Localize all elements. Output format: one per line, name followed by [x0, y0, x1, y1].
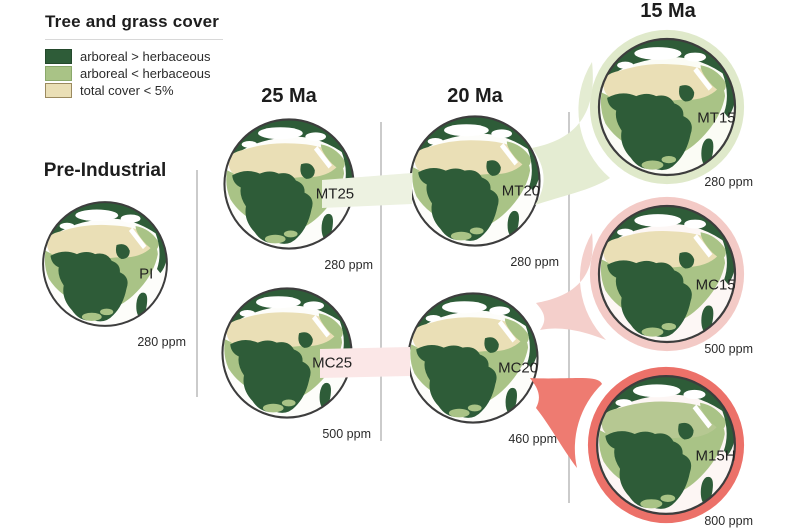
- column-divider-preindustrial-25ma: [196, 170, 198, 397]
- globe-rim: [42, 201, 168, 327]
- co2-label-mt15: 280 ppm: [704, 175, 753, 189]
- model-label-mt25: MT25: [315, 185, 355, 203]
- africa-globe-art: [223, 118, 355, 250]
- swatch-light-green: [45, 66, 72, 81]
- co2-label-mt25: 280 ppm: [324, 258, 373, 272]
- africa-globe-art: [409, 115, 541, 247]
- co2-label-pi: 280 ppm: [137, 335, 186, 349]
- africa-globe-art: [589, 196, 745, 352]
- legend-item-label: arboreal < herbaceous: [80, 66, 211, 81]
- globe-mt25: MT25 280 ppm: [215, 110, 373, 272]
- column-divider-25ma-20ma: [380, 122, 382, 441]
- legend-item-arboreal-lt-herbaceous: arboreal < herbaceous: [45, 65, 223, 82]
- co2-label-mc20: 460 ppm: [508, 432, 557, 446]
- model-label-mc20: MC20: [498, 359, 539, 377]
- co2-label-mc25: 500 ppm: [322, 427, 371, 441]
- globe-mt20: MT20 280 ppm: [401, 107, 559, 269]
- column-divider-20ma-15ma: [568, 112, 570, 503]
- legend-item-total-cover: total cover < 5%: [45, 82, 223, 99]
- legend-item-label: arboreal > herbaceous: [80, 49, 211, 64]
- africa-globe-art: [42, 201, 168, 327]
- model-label-m15h: M15H: [695, 447, 736, 465]
- co2-label-m15h: 800 ppm: [704, 514, 753, 528]
- model-label-mt15: MT15: [697, 109, 736, 127]
- globe-mc20: MC20 460 ppm: [399, 284, 557, 446]
- africa-globe-art: [587, 366, 745, 524]
- co2-label-mc15: 500 ppm: [704, 342, 753, 356]
- co2-label-mt20: 280 ppm: [510, 255, 559, 269]
- heading-20ma: 20 Ma: [447, 85, 503, 107]
- heading-25ma: 25 Ma: [261, 85, 317, 107]
- africa-globe-art: [221, 287, 353, 419]
- model-label-mt20: MT20: [501, 182, 541, 200]
- legend-item-label: total cover < 5%: [80, 83, 174, 98]
- model-label-mc25: MC25: [312, 354, 353, 372]
- globe-mc15: MC15 500 ppm: [589, 196, 753, 356]
- legend-title: Tree and grass cover: [45, 12, 223, 40]
- swatch-sand: [45, 83, 72, 98]
- model-label-mc15: MC15: [695, 276, 736, 294]
- globe-mt15: MT15 280 ppm: [589, 29, 753, 189]
- globe-m15h: M15H 800 ppm: [587, 366, 753, 528]
- globe-mc25: MC25 500 ppm: [213, 279, 371, 441]
- model-label-pi: PI: [139, 265, 154, 283]
- africa-globe-art: [589, 29, 745, 185]
- legend-item-arboreal-gt-herbaceous: arboreal > herbaceous: [45, 48, 223, 65]
- legend-items: arboreal > herbaceous arboreal < herbace…: [45, 48, 223, 99]
- heading-pre-industrial: Pre-Industrial: [43, 160, 167, 181]
- africa-globe-art: [407, 292, 539, 424]
- heading-15ma: 15 Ma: [640, 0, 696, 22]
- legend: Tree and grass cover arboreal > herbaceo…: [45, 12, 223, 99]
- globe-pi: PI 280 ppm: [34, 193, 186, 349]
- swatch-dark-green: [45, 49, 72, 64]
